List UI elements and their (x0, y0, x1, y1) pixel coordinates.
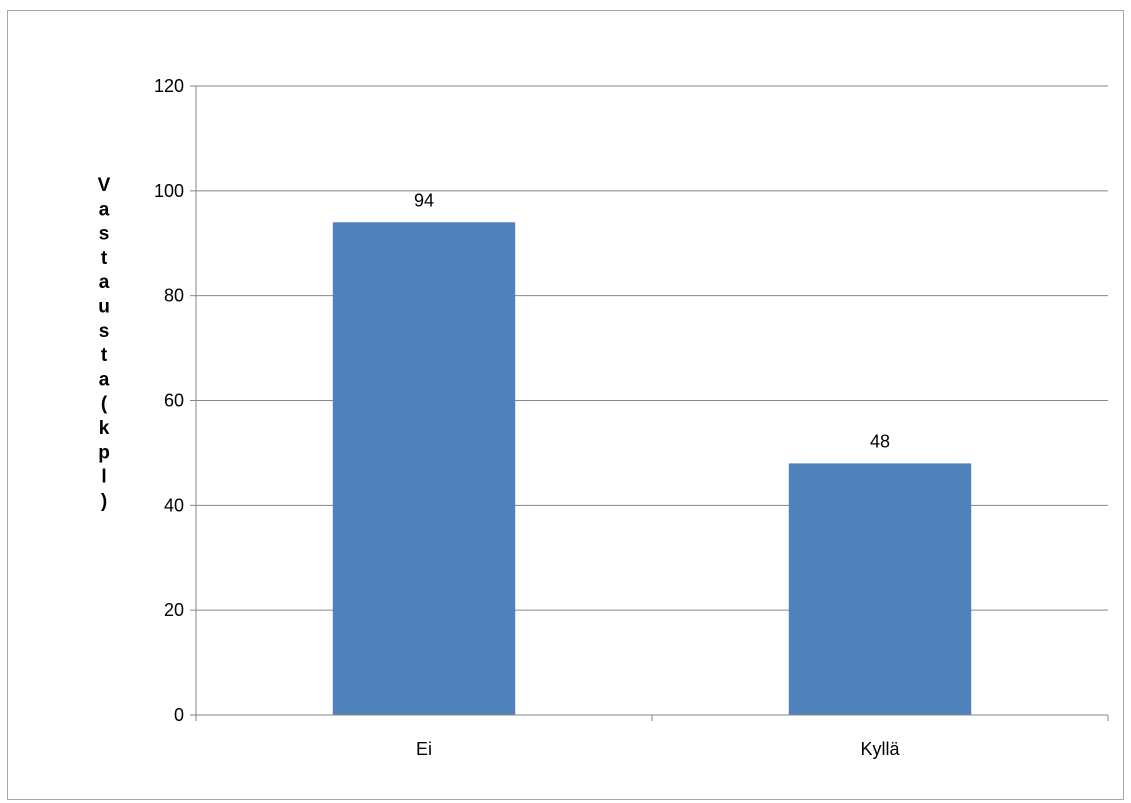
y-tick-label: 100 (154, 181, 184, 201)
axes (190, 85, 1109, 721)
labels: 0 20 40 60 80 100 120 94 Ei 48 Kyllä (154, 76, 901, 759)
y-tick-label: 0 (174, 705, 184, 725)
y-tick-label: 60 (164, 391, 184, 411)
data-label: 94 (414, 190, 434, 210)
y-tick-label: 20 (164, 600, 184, 620)
bar (332, 222, 516, 716)
y-tick-label: 40 (164, 495, 184, 515)
x-tick-label: Kyllä (860, 739, 900, 759)
y-tick-label: 80 (164, 286, 184, 306)
data-label: 48 (870, 431, 890, 451)
x-tick-label: Ei (416, 739, 432, 759)
bar (788, 463, 972, 715)
y-tick-label: 120 (154, 76, 184, 96)
bars (332, 222, 972, 716)
